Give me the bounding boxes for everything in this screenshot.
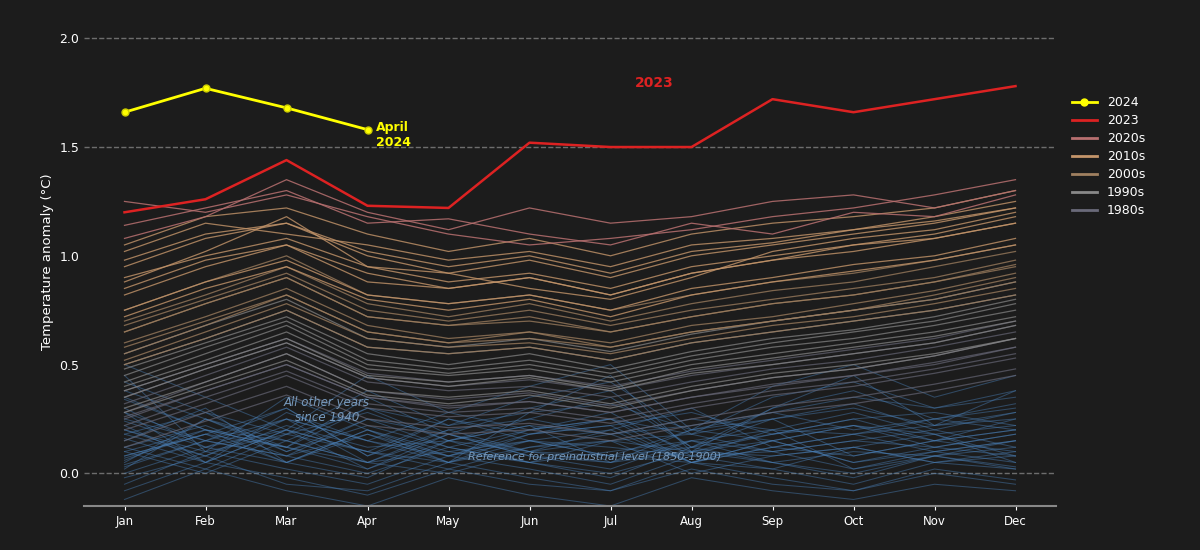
Legend: 2024, 2023, 2020s, 2010s, 2000s, 1990s, 1980s: 2024, 2023, 2020s, 2010s, 2000s, 1990s, … bbox=[1072, 96, 1145, 217]
Y-axis label: Temperature anomaly (°C): Temperature anomaly (°C) bbox=[41, 173, 54, 350]
Text: April
2024: April 2024 bbox=[376, 121, 410, 149]
Text: All other years
since 1940: All other years since 1940 bbox=[284, 397, 370, 424]
Text: 2023: 2023 bbox=[635, 76, 673, 90]
Text: Reference for preindustrial level (1850-1900): Reference for preindustrial level (1850-… bbox=[468, 453, 721, 463]
